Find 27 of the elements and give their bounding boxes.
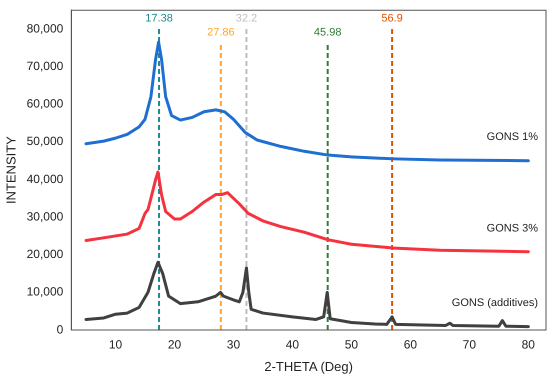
x-tick-label: 10 bbox=[108, 338, 123, 352]
x-tick-label: 70 bbox=[462, 338, 476, 352]
y-tick-label: 0 bbox=[56, 322, 64, 336]
y-tick-label: 50,000 bbox=[26, 134, 64, 148]
y-tick-label: 80,000 bbox=[26, 21, 64, 36]
y-tick-label: 20,000 bbox=[26, 247, 64, 262]
ref-line-label: 27.86 bbox=[207, 26, 235, 39]
y-tick-label: 60,000 bbox=[26, 96, 64, 111]
ref-line-label: 45.98 bbox=[314, 26, 342, 39]
series-label: GONS 1% bbox=[486, 131, 538, 144]
x-tick-label: 60 bbox=[404, 338, 418, 352]
y-tick-label: 10,000 bbox=[26, 284, 64, 299]
y-tick-label: 70,000 bbox=[26, 58, 64, 73]
x-tick-label: 40 bbox=[286, 338, 300, 352]
series-label: GONS (additives) bbox=[452, 297, 538, 310]
ref-line-label: 56.9 bbox=[381, 12, 403, 25]
y-tick-label: 40,000 bbox=[26, 172, 64, 186]
x-tick-label: 80 bbox=[522, 338, 536, 352]
x-tick-label: 30 bbox=[226, 338, 240, 352]
x-axis-title: 2-THETA (Deg) bbox=[264, 358, 353, 374]
y-tick-label: 30,000 bbox=[26, 209, 64, 224]
ref-line-label: 17.38 bbox=[145, 12, 173, 25]
y-axis-title: INTENSITY bbox=[3, 136, 18, 204]
series-label: GONS 3% bbox=[486, 222, 538, 234]
x-tick-label: 50 bbox=[344, 338, 358, 352]
ref-line-label: 32.2 bbox=[236, 12, 258, 25]
x-tick-label: 20 bbox=[168, 338, 182, 352]
